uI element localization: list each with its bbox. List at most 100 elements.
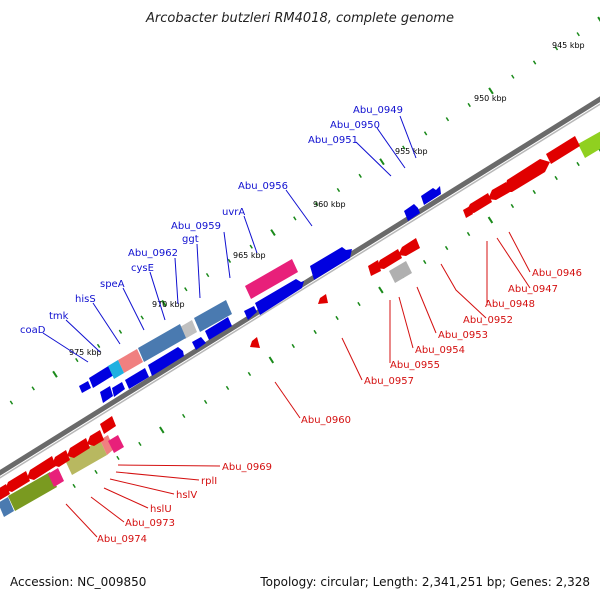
guide-tick bbox=[116, 455, 120, 461]
guide-tick bbox=[402, 145, 406, 150]
label-coaD[interactable]: coaD bbox=[20, 325, 46, 336]
label-speA[interactable]: speA bbox=[100, 279, 125, 290]
gene-abu0957[interactable] bbox=[318, 294, 328, 304]
gene-abu0948[interactable] bbox=[466, 193, 492, 213]
gene-uvrA[interactable] bbox=[255, 279, 304, 315]
guide-tick bbox=[161, 299, 167, 307]
label-abu0949[interactable]: Abu_0949 bbox=[353, 105, 403, 116]
label-abu0956[interactable]: Abu_0956 bbox=[238, 181, 288, 192]
guide-tick bbox=[335, 315, 339, 321]
gene-abu0977[interactable] bbox=[38, 459, 53, 474]
label-abu0960[interactable]: Abu_0960 bbox=[301, 415, 351, 426]
label-abu0948[interactable]: Abu_0948 bbox=[485, 299, 535, 310]
label-ggt[interactable]: ggt bbox=[182, 234, 199, 245]
label-abu0950[interactable]: Abu_0950 bbox=[330, 120, 380, 131]
label-tmk[interactable]: tmk bbox=[49, 311, 69, 322]
gene-hisS[interactable] bbox=[100, 386, 113, 403]
gene-abu0947[interactable] bbox=[488, 182, 510, 200]
scale-axis: 945 kbp 950 kbp 955 kbp 960 kbp 965 kbp … bbox=[69, 41, 585, 357]
label-abu0973[interactable]: Abu_0973 bbox=[125, 518, 175, 529]
feature-steel-3[interactable] bbox=[0, 497, 14, 517]
guide-tick bbox=[554, 46, 559, 51]
gene-hslV[interactable] bbox=[52, 450, 70, 467]
gene-tmk[interactable] bbox=[89, 365, 114, 388]
label-uvrA[interactable]: uvrA bbox=[222, 207, 245, 218]
guide-tick bbox=[247, 371, 252, 377]
label-abu0962[interactable]: Abu_0962 bbox=[128, 248, 178, 259]
label-hslV[interactable]: hslV bbox=[176, 490, 197, 501]
guide-tick bbox=[293, 216, 297, 221]
label-abu0953[interactable]: Abu_0953 bbox=[438, 330, 488, 341]
feature-cyan[interactable] bbox=[108, 360, 124, 379]
gene-rplI[interactable] bbox=[67, 438, 90, 458]
guide-tick bbox=[268, 356, 275, 364]
forward-strand-genes bbox=[79, 186, 441, 403]
feature-grey-2[interactable] bbox=[389, 261, 412, 283]
gene-abu0949[interactable] bbox=[421, 186, 441, 205]
label-abu0954[interactable]: Abu_0954 bbox=[415, 345, 465, 356]
gene-abu0962[interactable] bbox=[148, 347, 184, 376]
label-abu0959[interactable]: Abu_0959 bbox=[171, 221, 221, 232]
label-hisS[interactable]: hisS bbox=[75, 294, 96, 305]
guide-tick bbox=[291, 343, 295, 349]
guide-tick bbox=[423, 259, 427, 265]
gene-abu0950[interactable] bbox=[404, 204, 420, 221]
label-cysE[interactable]: cysE bbox=[131, 263, 154, 274]
guide-tick bbox=[358, 173, 362, 178]
gene-abu0960[interactable] bbox=[250, 337, 260, 348]
tick-label-975: 975 kbp bbox=[69, 348, 102, 357]
label-abu0952[interactable]: Abu_0952 bbox=[463, 315, 513, 326]
guide-tick bbox=[357, 301, 361, 307]
gene-coaD[interactable] bbox=[79, 381, 91, 393]
guide-tick bbox=[140, 315, 144, 320]
guide-tick bbox=[444, 245, 449, 251]
gene-abu0954[interactable] bbox=[368, 260, 381, 276]
feature-khaki[interactable] bbox=[65, 440, 107, 475]
guide-tick bbox=[314, 202, 319, 207]
gene-abu0946b[interactable] bbox=[546, 136, 580, 164]
gene-abu0973[interactable] bbox=[5, 471, 30, 492]
feature-lime[interactable] bbox=[578, 126, 600, 158]
gene-speA[interactable] bbox=[112, 382, 125, 397]
feature-pink-3[interactable] bbox=[48, 468, 64, 487]
label-abu0955[interactable]: Abu_0955 bbox=[390, 360, 440, 371]
feature-pink-2[interactable] bbox=[108, 435, 124, 453]
feature-steel-1[interactable] bbox=[194, 300, 232, 332]
tick-label-945: 945 kbp bbox=[552, 41, 585, 50]
guide-tick bbox=[466, 231, 471, 237]
feature-olive[interactable] bbox=[8, 472, 57, 511]
gene-abu0979[interactable] bbox=[463, 206, 473, 218]
gene-abu0956[interactable] bbox=[310, 247, 352, 280]
gene-abu0959[interactable] bbox=[192, 337, 206, 350]
forward-label-lines bbox=[42, 115, 417, 363]
label-abu0946[interactable]: Abu_0946 bbox=[532, 268, 582, 279]
accession-text: Accession: NC_009850 bbox=[10, 575, 146, 589]
gene-abu0978[interactable] bbox=[100, 416, 116, 434]
label-rplI[interactable]: rplI bbox=[201, 476, 217, 487]
guide-tick bbox=[445, 117, 450, 122]
label-abu0951[interactable]: Abu_0951 bbox=[308, 135, 358, 146]
gene-small-a[interactable] bbox=[244, 306, 257, 320]
feature-salmon[interactable] bbox=[118, 349, 143, 373]
feature-steel-2[interactable] bbox=[138, 324, 186, 362]
guide-tick bbox=[532, 60, 537, 65]
guide-tick bbox=[181, 413, 186, 419]
guide-tick bbox=[510, 203, 515, 209]
label-hslU[interactable]: hslU bbox=[150, 504, 172, 515]
gene-ggt[interactable] bbox=[205, 317, 232, 340]
gene-cysE[interactable] bbox=[125, 368, 149, 389]
guide-tick bbox=[532, 189, 536, 195]
gene-abu0946[interactable] bbox=[504, 159, 550, 192]
label-abu0969[interactable]: Abu_0969 bbox=[222, 462, 272, 473]
gene-abu0974[interactable] bbox=[0, 484, 10, 500]
label-abu0974[interactable]: Abu_0974 bbox=[97, 534, 147, 545]
guide-tick bbox=[52, 370, 58, 378]
guide-tick bbox=[9, 400, 14, 405]
gene-abu0969[interactable] bbox=[87, 430, 104, 446]
gene-abu0952[interactable] bbox=[398, 238, 420, 256]
gene-abu0953[interactable] bbox=[376, 249, 402, 269]
feature-pink[interactable] bbox=[245, 259, 298, 299]
guide-tick bbox=[184, 287, 188, 292]
label-abu0957[interactable]: Abu_0957 bbox=[364, 376, 414, 387]
label-abu0947[interactable]: Abu_0947 bbox=[508, 284, 558, 295]
